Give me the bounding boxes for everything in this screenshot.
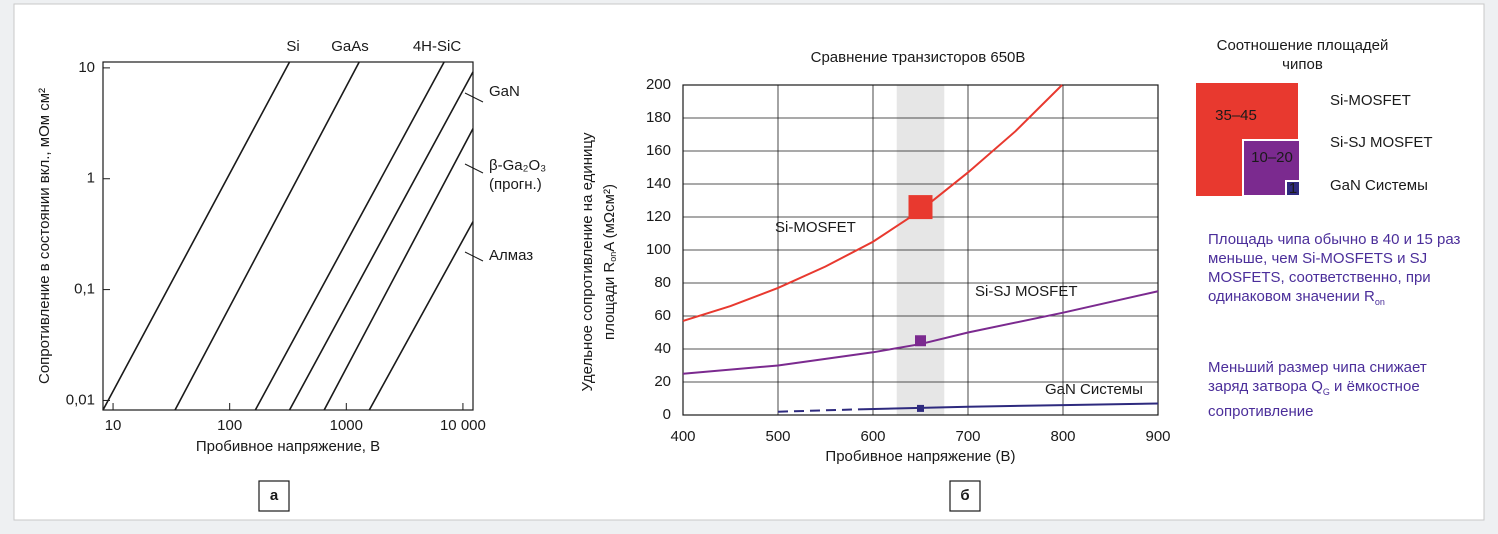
x-tick-label: 1000 bbox=[330, 417, 363, 434]
y-tick-label: 20 bbox=[654, 373, 671, 390]
x-tick-label: 900 bbox=[1145, 428, 1170, 445]
x-tick-label: 10 000 bbox=[440, 417, 486, 434]
marker bbox=[908, 195, 933, 220]
y-axis-title: площади RonA (мΩсм²) bbox=[601, 184, 618, 340]
series-label: GaN bbox=[489, 83, 520, 100]
y-tick-label: 0,01 bbox=[66, 391, 95, 408]
note-part: G bbox=[1322, 387, 1330, 397]
area-name: Si-MOSFET bbox=[1330, 92, 1411, 109]
y-tick-label: 100 bbox=[646, 241, 671, 258]
marker bbox=[915, 335, 926, 347]
note: Площадь чипа обычно в 40 и 15 раз меньше… bbox=[1208, 230, 1470, 312]
y-axis-title-part: площади R bbox=[601, 262, 618, 340]
y-tick-label: 40 bbox=[654, 340, 671, 357]
y-axis-title: Удельное сопротивление на единицу bbox=[579, 132, 596, 391]
x-tick-label: 700 bbox=[955, 428, 980, 445]
y-axis-title: Сопротивление в состоянии вкл., мОм см² bbox=[36, 88, 53, 384]
note-part: и ёмкостное сопротивление bbox=[1208, 378, 1420, 420]
line bbox=[102, 61, 291, 411]
x-axis-title: Пробивное напряжение, В bbox=[196, 438, 380, 455]
x-tick-label: 600 bbox=[860, 428, 885, 445]
y-tick-label: 120 bbox=[646, 208, 671, 225]
series-label: Si-MOSFET bbox=[775, 219, 856, 236]
note-part: Площадь чипа обычно в 40 и 15 раз меньше… bbox=[1208, 231, 1461, 305]
y-tick-label: 60 bbox=[654, 307, 671, 324]
y-tick-label: 0 bbox=[663, 406, 671, 423]
line bbox=[777, 408, 864, 413]
line bbox=[863, 402, 1159, 411]
leader-line bbox=[464, 92, 484, 103]
panel-title: Соотношение площадей чипов bbox=[1216, 37, 1389, 73]
leader-line bbox=[464, 251, 484, 262]
line bbox=[368, 221, 474, 411]
series-label: β-Ga₂O₃ (прогн.) bbox=[489, 157, 547, 193]
note-part: on bbox=[1374, 297, 1385, 307]
line bbox=[254, 61, 445, 411]
y-tick-label: 160 bbox=[646, 142, 671, 159]
y-tick-label: 140 bbox=[646, 175, 671, 192]
y-tick-label: 1 bbox=[87, 170, 95, 187]
series-label: Si bbox=[286, 38, 299, 55]
area-label: 35–45 bbox=[1215, 107, 1257, 124]
marker bbox=[917, 404, 924, 412]
line bbox=[323, 128, 474, 411]
x-tick-label: 500 bbox=[765, 428, 790, 445]
x-tick-label: 400 bbox=[670, 428, 695, 445]
plot-frame bbox=[682, 84, 1159, 416]
y-axis-title-part: A (мΩсм²) bbox=[601, 184, 618, 252]
note-part: Меньший размер чипа снижает заряд затвор… bbox=[1208, 359, 1427, 395]
note: Меньший размер чипа снижает заряд затвор… bbox=[1208, 358, 1470, 421]
area-square bbox=[1285, 180, 1301, 197]
series-label: GaAs bbox=[331, 38, 369, 55]
y-tick-label: 200 bbox=[646, 76, 671, 93]
area-label: 10–20 bbox=[1251, 149, 1293, 166]
line bbox=[174, 61, 360, 411]
area-name: Si-SJ MOSFET bbox=[1330, 134, 1433, 151]
y-tick-label: 10 bbox=[78, 59, 95, 76]
x-axis-title: Пробивное напряжение (В) bbox=[825, 448, 1015, 465]
x-tick-label: 800 bbox=[1050, 428, 1075, 445]
y-tick-label: 80 bbox=[654, 274, 671, 291]
plot-frame bbox=[102, 61, 474, 411]
series-label: Si-SJ MOSFET bbox=[975, 283, 1078, 300]
panel-label-box bbox=[949, 480, 981, 512]
panel-label: б bbox=[960, 487, 969, 504]
series-label: GaN Системы bbox=[1045, 381, 1143, 398]
area-label: 1 bbox=[1289, 180, 1297, 197]
y-tick-label: 180 bbox=[646, 109, 671, 126]
chart-title: Сравнение транзисторов 650В bbox=[811, 49, 1026, 66]
y-tick-label: 0,1 bbox=[74, 281, 95, 298]
panel-label-box bbox=[258, 480, 290, 512]
leader-line bbox=[464, 163, 484, 174]
panel-label: а bbox=[270, 487, 279, 504]
line bbox=[288, 71, 474, 411]
series-label: Алмаз bbox=[489, 247, 534, 264]
x-tick-label: 10 bbox=[105, 417, 122, 434]
area-name: GaN Системы bbox=[1330, 177, 1428, 194]
y-axis-title-sub: on bbox=[608, 252, 618, 262]
series-label: 4H-SiC bbox=[413, 38, 462, 55]
x-tick-label: 100 bbox=[217, 417, 242, 434]
line bbox=[682, 84, 1063, 322]
